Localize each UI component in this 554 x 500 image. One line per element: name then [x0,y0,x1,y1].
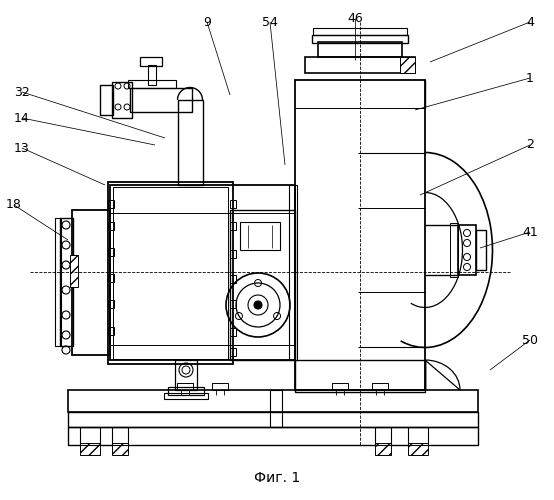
Bar [408,427,428,445]
Bar [148,65,156,85]
Text: 4: 4 [526,16,534,28]
Bar [230,328,236,336]
Bar [108,300,114,308]
Bar [60,218,73,346]
Bar [458,225,476,275]
Bar [177,383,193,390]
Bar [408,443,428,455]
Bar [230,222,236,230]
Bar [295,360,425,392]
Bar [305,57,415,73]
Bar [112,443,128,455]
Bar [108,274,114,282]
Bar [230,300,236,308]
Bar [68,427,478,445]
Bar [130,88,192,112]
Bar [270,390,282,427]
Bar [140,57,162,66]
Bar [289,185,297,360]
Bar [108,327,114,335]
Bar [450,223,458,277]
Bar [295,80,425,390]
Text: 1: 1 [526,72,534,85]
Bar [112,82,132,118]
Text: 32: 32 [14,86,30,98]
Bar [108,182,233,364]
Bar [476,230,486,270]
Text: 18: 18 [6,198,22,211]
Bar [108,222,114,230]
Bar [230,275,236,283]
Bar [110,185,295,360]
Bar [70,255,78,287]
Bar [164,393,208,399]
Bar [55,218,61,346]
Text: 2: 2 [526,138,534,151]
Bar [230,250,236,258]
Bar [230,348,236,356]
Bar [240,222,280,250]
Bar [100,85,113,115]
Bar [375,443,391,455]
Bar [212,383,228,390]
Bar [230,210,295,360]
Bar [312,35,408,43]
Bar [108,248,114,256]
Bar [68,412,478,427]
Text: 50: 50 [522,334,538,346]
Text: 13: 13 [14,142,30,154]
Bar [128,80,176,88]
Bar [113,187,228,359]
Text: Фиг. 1: Фиг. 1 [254,471,300,485]
Text: 41: 41 [522,226,538,238]
Bar [168,387,204,395]
Bar [230,200,236,208]
Bar [313,28,407,35]
Bar [112,427,128,445]
Bar [375,427,391,445]
Bar [372,383,388,390]
Text: 46: 46 [347,12,363,24]
Text: 9: 9 [203,16,211,28]
Bar [175,360,197,390]
Bar [72,210,110,355]
Text: 14: 14 [14,112,30,124]
Bar [80,443,100,455]
Bar [178,100,203,185]
Bar [400,57,415,73]
Bar [108,200,114,208]
Circle shape [254,301,262,309]
Bar [332,383,348,390]
Bar [68,390,478,412]
Bar [318,42,402,57]
Text: 54: 54 [262,16,278,28]
Bar [80,427,100,445]
